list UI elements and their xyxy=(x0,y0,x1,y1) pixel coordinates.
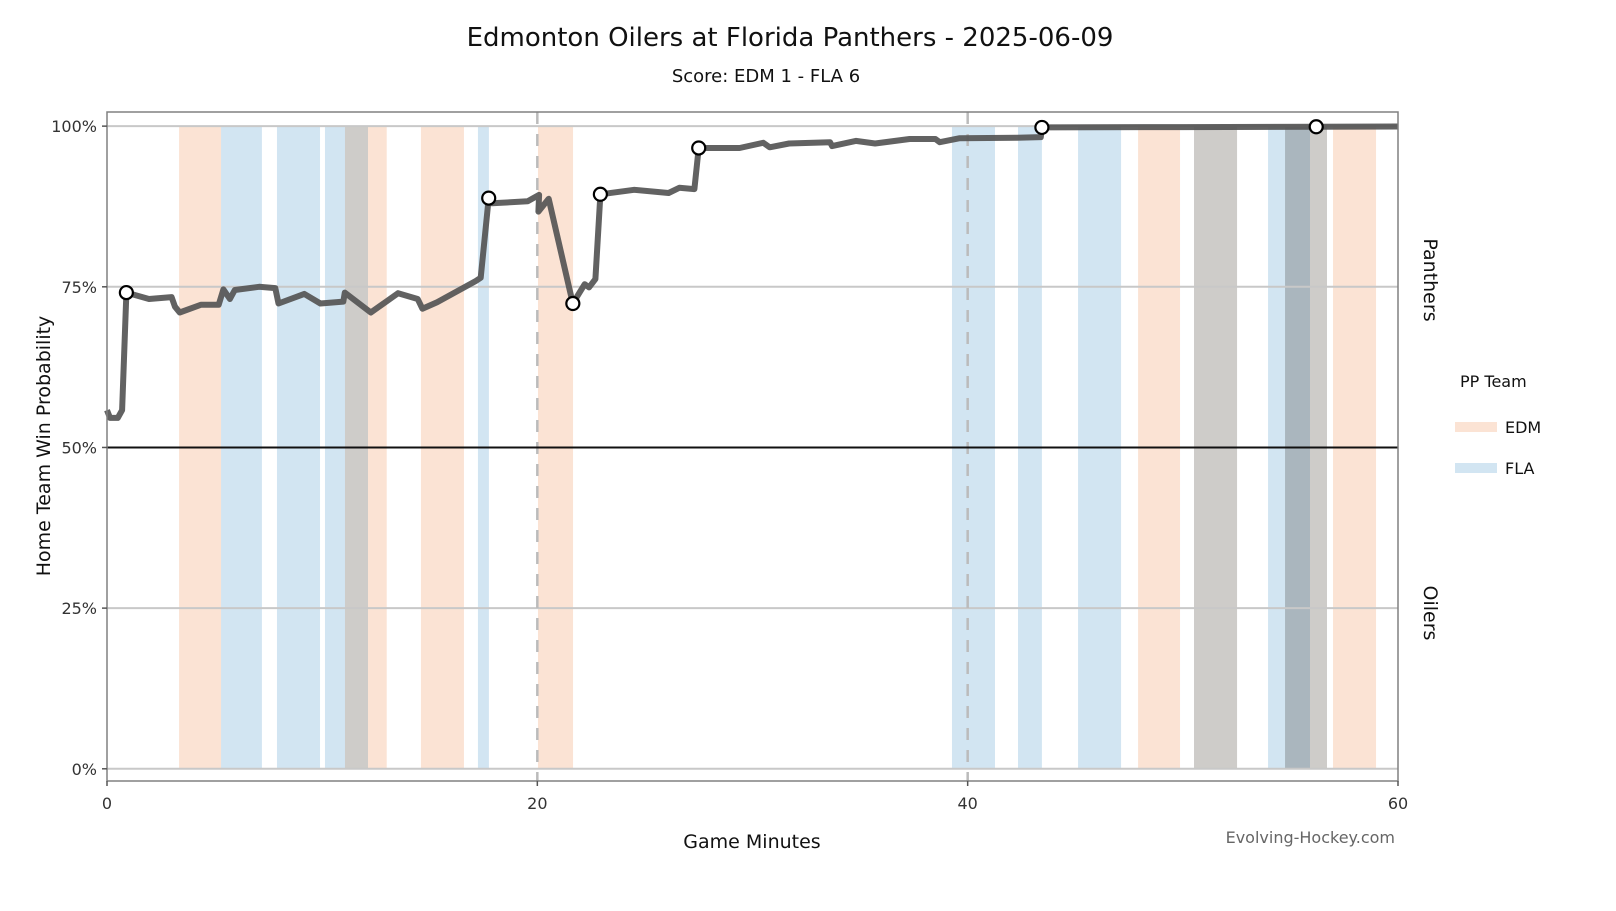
goal-marker-fla xyxy=(118,284,134,301)
side-label-panthers: Panthers xyxy=(1419,238,1441,321)
legend: PP Team EDM FLA xyxy=(1455,372,1541,478)
goal-marker-fla xyxy=(691,140,707,156)
x-tick-label: 60 xyxy=(1388,794,1408,813)
y-tick-label: 75% xyxy=(61,278,97,297)
legend-label-fla: FLA xyxy=(1505,459,1534,478)
x-tick-label: 40 xyxy=(957,794,977,813)
legend-key-edm xyxy=(1455,422,1497,432)
goal-marker-fla xyxy=(1034,119,1050,136)
y-axis-label: Home Team Win Probability xyxy=(33,316,55,577)
y-tick-label: 0% xyxy=(72,760,97,779)
watermark: Evolving-Hockey.com xyxy=(1226,828,1395,847)
y-tick-label: 50% xyxy=(61,438,97,457)
legend-label-edm: EDM xyxy=(1505,418,1541,437)
x-tick-label: 0 xyxy=(102,794,112,813)
side-label-oilers: Oilers xyxy=(1419,586,1441,641)
y-tick-label: 25% xyxy=(61,599,97,618)
win-probability-line xyxy=(104,123,1399,421)
goal-marker-fla xyxy=(592,186,608,202)
y-tick-label: 100% xyxy=(51,117,97,136)
axes: 0% 25% 50% 75% 100% 0 20 40 60 xyxy=(51,117,1408,813)
legend-key-fla xyxy=(1455,463,1497,473)
goal-marker-fla xyxy=(481,190,497,206)
goal-marker-fla xyxy=(1308,119,1324,135)
x-axis-label: Game Minutes xyxy=(683,831,820,853)
x-tick-label: 20 xyxy=(527,794,547,813)
goal-marker-edm xyxy=(565,295,581,312)
plot-panel-border xyxy=(106,111,1399,782)
chart-subtitle: Score: EDM 1 - FLA 6 xyxy=(672,66,860,87)
series-layer xyxy=(104,119,1399,421)
chart-title: Edmonton Oilers at Florida Panthers - 20… xyxy=(467,23,1114,53)
legend-title: PP Team xyxy=(1460,372,1527,391)
